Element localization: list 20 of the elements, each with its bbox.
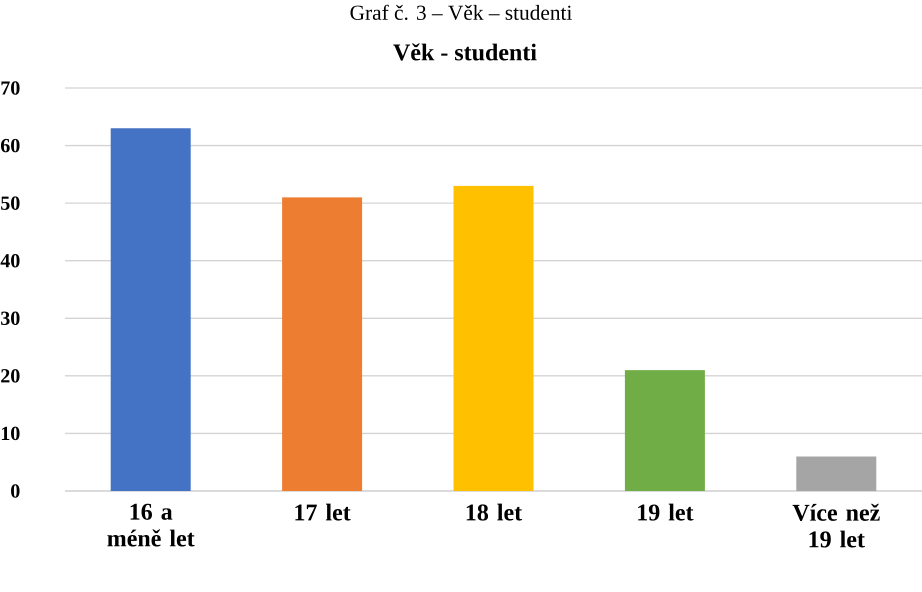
bar: [796, 456, 876, 491]
y-tick-label: 0: [11, 484, 20, 498]
y-tick-label: 10: [2, 426, 20, 440]
y-tick-label: 50: [1, 196, 20, 210]
y-tick-label: 60: [0, 138, 20, 152]
x-tick-label: 17 let: [295, 504, 351, 521]
text: Graf č. 3 – Věk – studenti: [350, 4, 572, 20]
y-tick-label: 70: [1, 81, 20, 95]
x-tick-label: 19 let: [638, 504, 694, 521]
y-tick-label: 30: [1, 312, 20, 326]
bar: [454, 186, 534, 491]
y-tick-label: 20: [1, 369, 20, 383]
x-tick-label: 16 a méně let: [107, 504, 195, 546]
bar: [282, 197, 362, 491]
x-tick-label: Více než 19 let: [792, 504, 880, 548]
bar: [624, 370, 705, 491]
y-tick-label: 40: [0, 254, 20, 268]
x-tick-label: 18 let: [466, 504, 522, 521]
chart-title: Věk - studenti: [393, 43, 537, 61]
bar: [110, 128, 191, 491]
